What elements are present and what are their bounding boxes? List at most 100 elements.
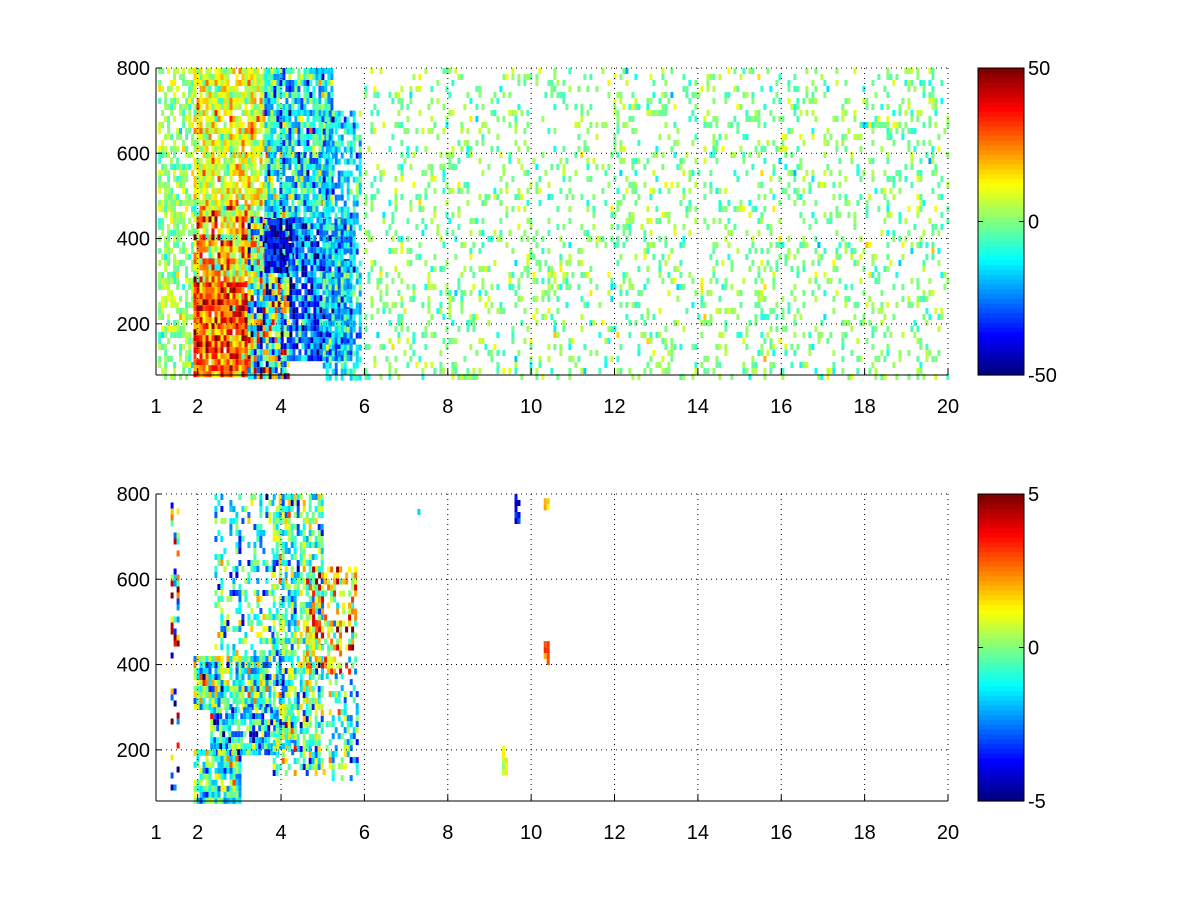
- heatmap-cell: [220, 317, 224, 324]
- heatmap-cell: [517, 194, 521, 200]
- heatmap-cell: [340, 242, 344, 249]
- heatmap-cell: [322, 350, 326, 357]
- heatmap-cell: [871, 122, 875, 128]
- heatmap-cell: [304, 265, 308, 272]
- heatmap-cell: [298, 259, 302, 266]
- heatmap-cell: [318, 158, 322, 164]
- heatmap-cell: [304, 289, 308, 296]
- heatmap-cell: [226, 170, 230, 176]
- heatmap-cell: [295, 271, 299, 278]
- heatmap-cell: [706, 290, 710, 296]
- heatmap-cell: [388, 200, 392, 206]
- heatmap-cell: [179, 248, 183, 254]
- heatmap-cell: [313, 235, 317, 242]
- heatmap-cell: [754, 248, 758, 254]
- heatmap-cell: [616, 242, 620, 248]
- heatmap-cell: [182, 344, 186, 350]
- heatmap-cell: [321, 80, 325, 86]
- heatmap-cell: [211, 276, 215, 283]
- heatmap-cell: [466, 200, 470, 206]
- heatmap-cell: [604, 242, 608, 248]
- heatmap-cell: [616, 236, 620, 242]
- heatmap-cell: [268, 331, 272, 338]
- heatmap-cell: [170, 188, 174, 194]
- heatmap-cell: [397, 122, 401, 128]
- heatmap-cell: [259, 182, 263, 188]
- heatmap-cell: [256, 265, 260, 272]
- heatmap-cell: [844, 98, 848, 104]
- heatmap-cell: [802, 236, 806, 242]
- heatmap-cell: [352, 362, 356, 369]
- heatmap-cell: [199, 104, 203, 110]
- heatmap-cell: [235, 164, 239, 170]
- heatmap-cell: [282, 206, 286, 212]
- heatmap-cell: [164, 356, 168, 362]
- heatmap-cell: [173, 206, 177, 212]
- heatmap-cell: [158, 284, 162, 290]
- heatmap-cell: [520, 296, 524, 302]
- heatmap-cell: [247, 134, 251, 140]
- heatmap-cell: [340, 176, 344, 183]
- heatmap-cell: [457, 284, 461, 290]
- heatmap-cell: [232, 228, 236, 235]
- heatmap-cell: [469, 254, 473, 260]
- heatmap-cell: [265, 307, 269, 314]
- heatmap-cell: [262, 289, 266, 296]
- heatmap-cell: [291, 158, 295, 164]
- heatmap-cell: [176, 308, 180, 314]
- heatmap-cell: [523, 266, 527, 272]
- heatmap-cell: [238, 80, 242, 86]
- heatmap-cell: [706, 122, 710, 128]
- heatmap-cell: [352, 242, 356, 249]
- heatmap-cell: [643, 164, 647, 170]
- heatmap-cell: [586, 230, 590, 236]
- heatmap-cell: [270, 140, 274, 146]
- heatmap-cell: [289, 331, 293, 338]
- heatmap-cell: [202, 194, 206, 200]
- heatmap-cell: [223, 371, 227, 378]
- heatmap-cell: [352, 374, 356, 381]
- heatmap-cell: [283, 313, 287, 320]
- heatmap-cell: [238, 240, 242, 247]
- heatmap-cell: [158, 86, 162, 92]
- heatmap-cell: [167, 314, 171, 320]
- heatmap-cell: [337, 194, 341, 201]
- heatmap-cell: [185, 80, 189, 86]
- heatmap-cell: [300, 98, 304, 104]
- heatmap-cell: [226, 246, 230, 253]
- heatmap-cell: [288, 122, 292, 128]
- heatmap-cell: [271, 367, 275, 374]
- heatmap-cell: [277, 307, 281, 314]
- heatmap-cell: [340, 320, 344, 327]
- heatmap-cell: [289, 295, 293, 302]
- heatmap-cell: [430, 164, 434, 170]
- heatmap-cell: [712, 248, 716, 254]
- heatmap-cell: [220, 134, 224, 140]
- heatmap-cell: [484, 290, 488, 296]
- heatmap-cell: [220, 258, 224, 265]
- heatmap-cell: [312, 86, 316, 92]
- heatmap-cell: [217, 246, 221, 253]
- heatmap-cell: [508, 92, 512, 98]
- heatmap-cell: [736, 290, 740, 296]
- heatmap-cell: [655, 332, 659, 338]
- heatmap-cell: [814, 86, 818, 92]
- heatmap-cell: [291, 212, 295, 218]
- heatmap-cell: [394, 206, 398, 212]
- heatmap-cell: [297, 104, 301, 110]
- heatmap-cell: [273, 188, 277, 194]
- heatmap-cell: [211, 98, 215, 104]
- heatmap-cell: [179, 182, 183, 188]
- heatmap-cell: [334, 212, 338, 219]
- heatmap-cell: [273, 152, 277, 158]
- heatmap-cell: [808, 278, 812, 284]
- heatmap-cell: [334, 247, 338, 254]
- heatmap-cell: [179, 230, 183, 236]
- heatmap-cell: [253, 164, 257, 170]
- heatmap-cell: [463, 356, 467, 362]
- heatmap-cell: [232, 204, 236, 211]
- heatmap-cell: [276, 164, 280, 170]
- heatmap-cell: [535, 80, 539, 86]
- heatmap-cell: [271, 355, 275, 362]
